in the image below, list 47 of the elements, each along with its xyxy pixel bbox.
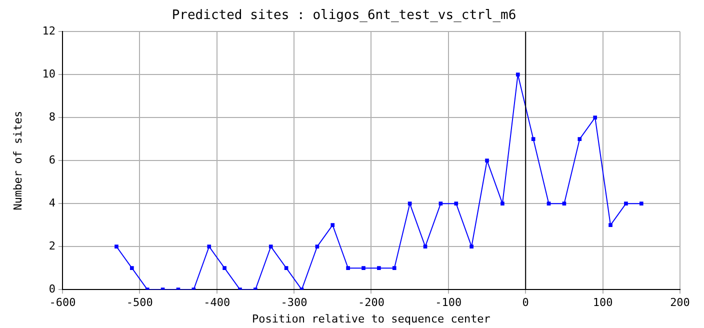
point [438, 202, 443, 206]
y-tick-label: 8 [48, 110, 56, 124]
point [423, 244, 428, 249]
point [593, 116, 597, 120]
y-tick-label: 2 [48, 239, 56, 252]
point [454, 202, 458, 206]
point [578, 137, 582, 142]
x-tick-label: -400 [204, 296, 230, 310]
point [608, 223, 612, 228]
x-tick-label: -200 [358, 296, 384, 310]
point [207, 244, 212, 249]
x-tick-label: -500 [126, 296, 153, 310]
y-tick-label: 0 [48, 282, 56, 296]
point [315, 244, 320, 249]
chart-title: Predicted sites : oligos_6nt_test_vs_ctrl_m6 [172, 8, 516, 24]
point [362, 266, 366, 270]
point [222, 266, 226, 270]
point [470, 244, 474, 249]
x-tick-label: -100 [435, 296, 462, 310]
x-axis-title: Position relative to sequence center [252, 312, 491, 326]
y-axis-title: Number of sites [11, 110, 24, 210]
point [130, 266, 134, 270]
point [346, 266, 350, 270]
point [500, 202, 504, 206]
x-tick-label: -600 [49, 296, 76, 310]
point [408, 202, 412, 206]
point [114, 244, 118, 249]
point [284, 266, 288, 270]
x-tick-label: -300 [280, 296, 308, 310]
point [531, 137, 536, 142]
point [516, 72, 520, 77]
point [562, 202, 566, 206]
y-tick-label: 4 [48, 196, 56, 210]
x-tick-label: 0 [522, 296, 529, 310]
point [624, 202, 628, 206]
x-tick-label: 100 [592, 296, 613, 310]
point [639, 202, 644, 206]
y-tick-label: 6 [48, 153, 56, 166]
point [485, 158, 489, 163]
y-tick-label: 12 [42, 24, 56, 38]
point [268, 244, 273, 249]
point [546, 202, 551, 206]
point [392, 266, 396, 270]
x-tick-label: 200 [670, 296, 690, 310]
point [377, 266, 381, 270]
point [330, 223, 335, 228]
y-tick-label: 10 [42, 67, 56, 80]
